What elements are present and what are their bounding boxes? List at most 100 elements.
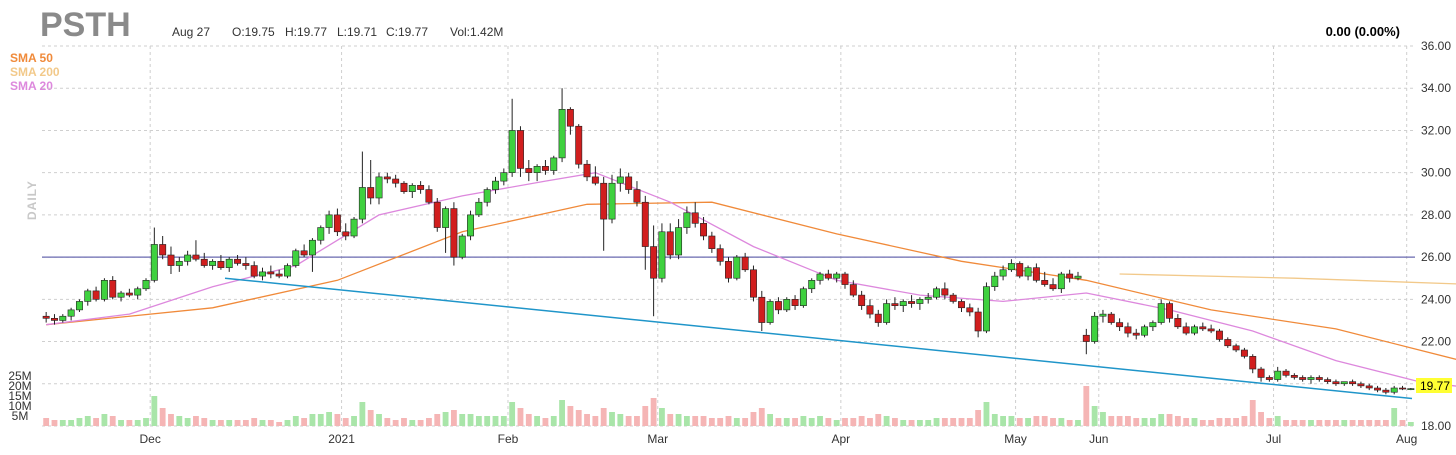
- x-tick-label: Jul: [1266, 432, 1281, 446]
- volume-bar: [1299, 420, 1306, 426]
- candle-body: [400, 182, 408, 192]
- volume-bar: [1199, 420, 1206, 426]
- candle-body: [1390, 387, 1398, 393]
- candle-body: [1007, 263, 1015, 271]
- volume-bar: [833, 420, 840, 426]
- volume-bar: [417, 420, 424, 426]
- candle-body: [616, 176, 624, 184]
- candle-body: [1116, 322, 1124, 328]
- volume-bar: [683, 416, 690, 426]
- volume-bar: [1166, 414, 1173, 426]
- volume-bar: [767, 414, 774, 426]
- volume-bar: [301, 418, 308, 426]
- candle-body: [1357, 383, 1365, 387]
- candle-body: [958, 301, 965, 309]
- candle-body: [808, 280, 816, 290]
- volume-bar: [118, 420, 124, 426]
- volume-bar: [667, 414, 674, 426]
- candle-body: [1407, 388, 1415, 390]
- volume-bar: [59, 420, 66, 426]
- candle-body: [300, 250, 308, 256]
- candle-body: [1382, 389, 1390, 393]
- volume-bar: [675, 414, 682, 426]
- candle-body: [242, 263, 250, 266]
- candle-body: [458, 235, 466, 258]
- header-low: L:19.71: [337, 25, 377, 39]
- candle-body: [1132, 332, 1140, 336]
- volume-bar: [51, 420, 58, 426]
- volume-bar: [1291, 420, 1298, 426]
- volume-bar: [401, 418, 407, 426]
- candle-body: [1299, 377, 1307, 380]
- ticker-symbol: PSTH: [40, 6, 131, 44]
- candle-body: [483, 189, 491, 203]
- candle-body: [1049, 284, 1057, 290]
- volume-bar: [1341, 420, 1348, 426]
- volume-bar: [442, 412, 449, 426]
- candle-body: [267, 271, 275, 275]
- candle-body: [1265, 377, 1273, 380]
- x-tick-label: 2021: [328, 432, 355, 446]
- volume-bar: [692, 416, 699, 426]
- sma50-line: [46, 201, 1456, 361]
- volume-bar: [717, 418, 724, 426]
- candle-body: [175, 261, 183, 266]
- volume-bar: [1066, 420, 1073, 426]
- volume-bar: [584, 414, 590, 426]
- candle-body: [425, 189, 433, 203]
- volume-bar: [1316, 420, 1323, 426]
- volume-bar: [542, 418, 549, 426]
- candle-body: [799, 288, 807, 306]
- volume-bar: [1125, 416, 1131, 426]
- candle-body: [550, 157, 558, 171]
- candle-body: [1091, 315, 1099, 342]
- volume-bar: [900, 420, 907, 426]
- candle-body: [1232, 345, 1240, 351]
- volume-bar: [567, 406, 574, 426]
- candle-body: [633, 189, 641, 203]
- volume-bar: [883, 416, 890, 426]
- candle-body: [1032, 267, 1040, 281]
- candle-body: [167, 254, 175, 266]
- volume-bar: [792, 418, 798, 426]
- volume-bar: [592, 416, 599, 426]
- y-tick-label: 30.00: [1421, 166, 1451, 180]
- volume-bar: [933, 418, 940, 426]
- volume-bar: [808, 418, 815, 426]
- volume-bar: [742, 418, 749, 426]
- volume-bar: [892, 418, 898, 426]
- candle-body: [308, 239, 316, 256]
- volume-bar: [1075, 420, 1081, 426]
- volume-bar: [1050, 418, 1056, 426]
- candle-body: [209, 261, 217, 266]
- candle-body: [858, 294, 866, 306]
- volume-bar: [109, 416, 116, 426]
- y-tick-label: 24.00: [1421, 292, 1451, 306]
- candle-body: [741, 256, 749, 271]
- x-axis: Dec 2021 Feb Mar Apr May Jun Jul Aug: [140, 432, 1418, 446]
- volume-bar: [983, 402, 990, 426]
- volume-bars: [43, 386, 1414, 426]
- candle-body: [1332, 381, 1340, 385]
- candle-body: [1191, 326, 1198, 334]
- candle-body: [824, 273, 832, 279]
- volume-bar: [1091, 406, 1098, 426]
- candle-body: [117, 292, 125, 298]
- volume-bar: [1208, 420, 1215, 426]
- volume-bar: [908, 420, 915, 426]
- candle-body: [467, 214, 475, 237]
- candle-body: [392, 178, 400, 184]
- candle-body: [733, 256, 741, 279]
- volume-bar: [875, 414, 882, 426]
- volume-bar: [600, 408, 607, 426]
- candle-body: [1074, 275, 1082, 279]
- volume-bar: [1357, 420, 1364, 426]
- candle-body: [1057, 273, 1065, 290]
- candle-body: [84, 290, 92, 302]
- volume-bar: [1399, 420, 1406, 426]
- volume-bar: [1224, 418, 1231, 426]
- legend-sma50: SMA 50: [10, 51, 53, 65]
- volume-bar: [409, 420, 416, 426]
- volume-bar: [500, 416, 507, 426]
- volume-bar: [800, 416, 807, 426]
